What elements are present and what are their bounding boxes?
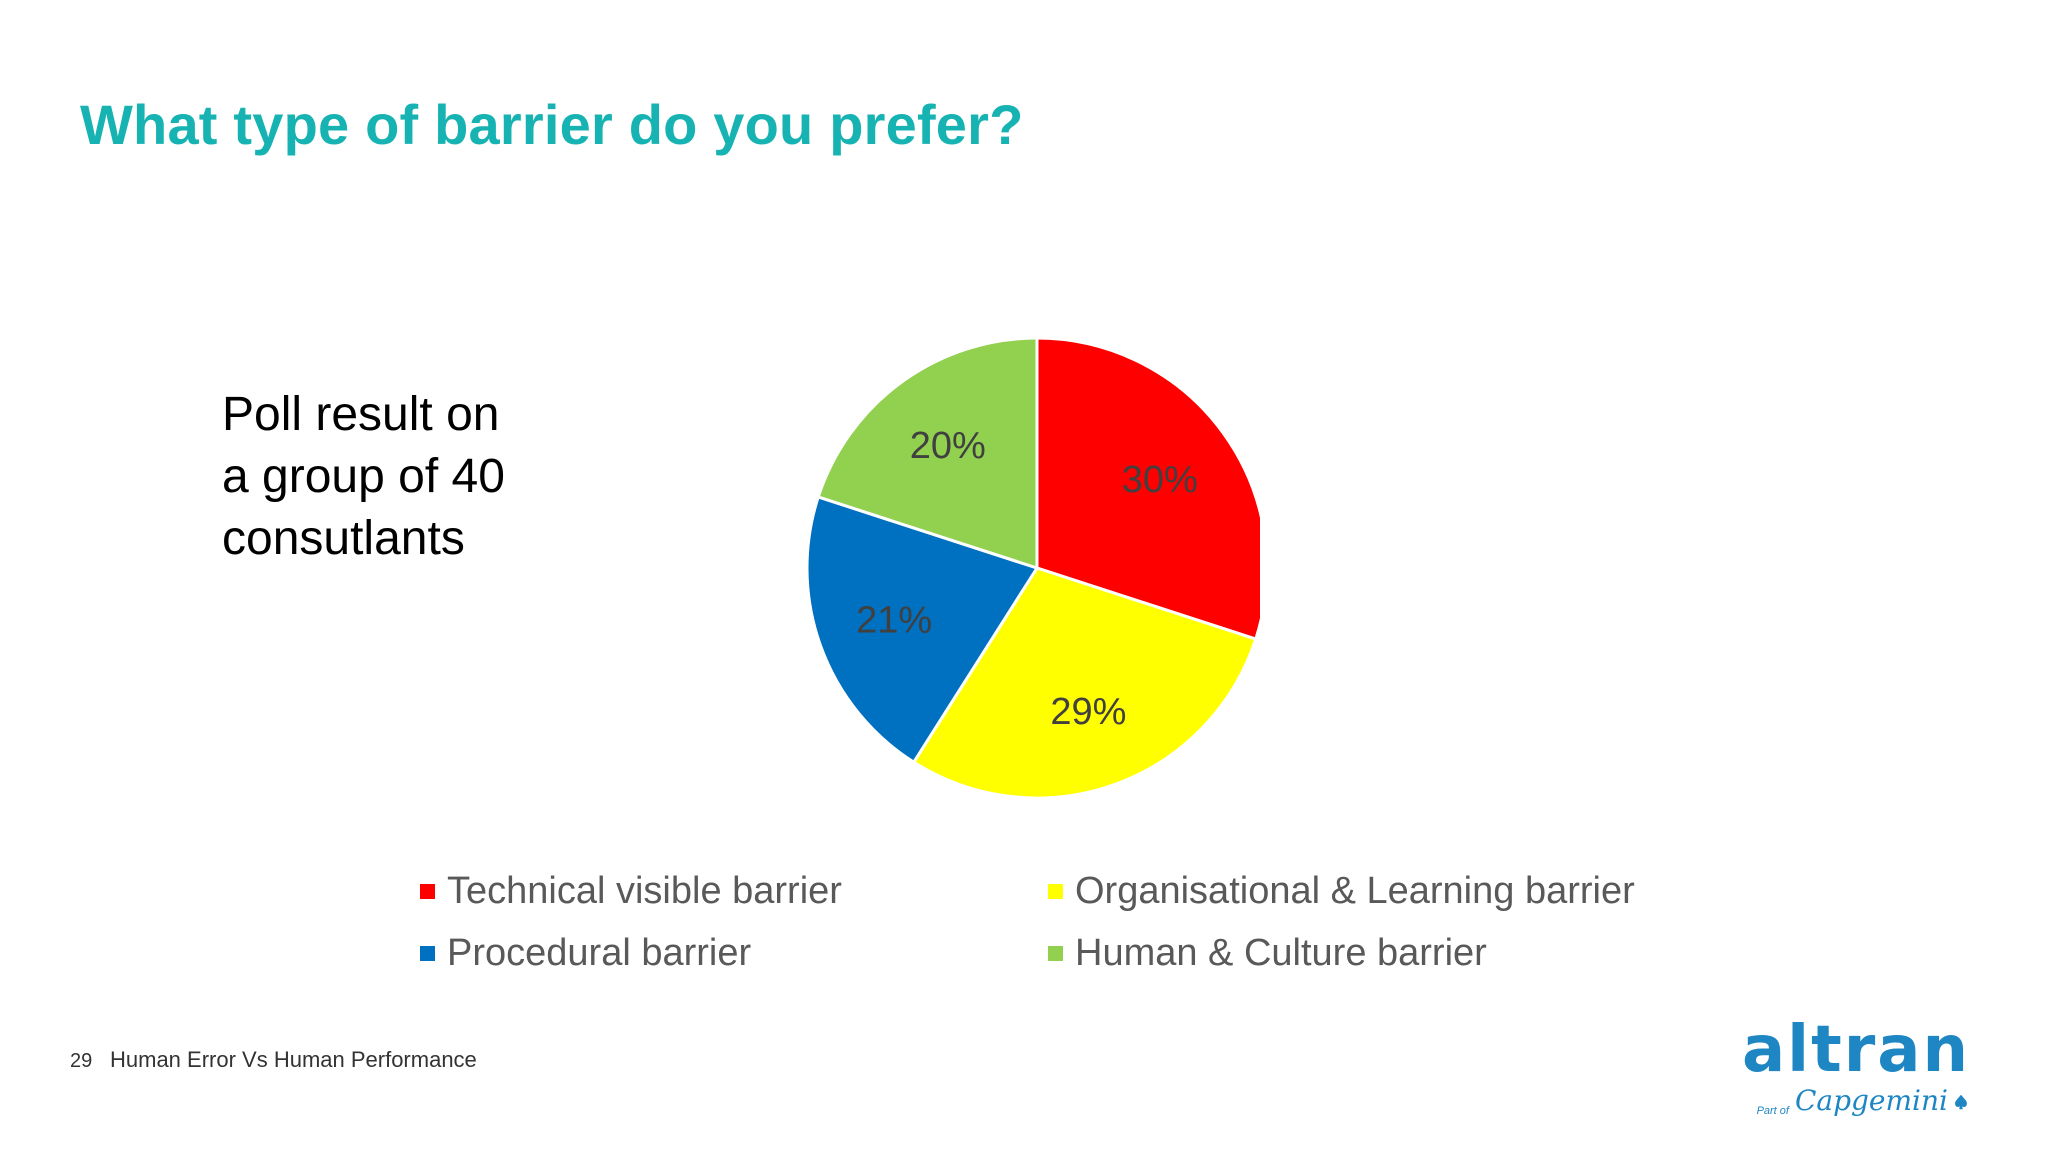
pie-slice [1035,336,1260,641]
legend-swatch [420,884,435,899]
pie-slice [805,495,1040,765]
legend-swatch [420,946,435,961]
legend-label: Technical visible barrier [447,870,842,912]
page-number: 29 [70,1050,93,1072]
legend-label: Human & Culture barrier [1075,932,1487,974]
legend-swatch [1048,884,1063,899]
pie-chart: 30% 29% 21% 20% [805,336,1260,800]
poll-line: Poll result on [222,388,500,441]
legend-item-technical: Technical visible barrier [420,870,842,913]
poll-line: consutlants [222,512,465,565]
pie-slice [911,566,1258,800]
legend-label: Organisational & Learning barrier [1075,870,1635,912]
spade-icon [1955,1094,1967,1110]
footer-text: Human Error Vs Human Performance [110,1047,477,1072]
slice-data-label: 21% [856,599,932,641]
logo-capgemini: Capgemini [1794,1084,1948,1117]
altran-logo: altran Part of Capgemini [1700,1018,1970,1118]
logo-subline: Part of Capgemini [1757,1084,1970,1117]
pie-slice [816,336,1039,571]
slice-data-label: 30% [1122,459,1198,501]
poll-description: Poll result on a group of 40 consutlants [222,384,505,570]
slide-title: What type of barrier do you prefer? [80,93,1024,156]
logo-part-of: Part of [1756,1105,1789,1117]
legend-item-procedural: Procedural barrier [420,932,751,975]
legend-swatch [1048,946,1063,961]
poll-line: a group of 40 [222,450,505,503]
logo-wordmark: altran [1741,1013,1970,1087]
legend-label: Procedural barrier [447,932,752,974]
legend-item-human-culture: Human & Culture barrier [1048,932,1487,975]
slice-data-label: 29% [1050,691,1126,733]
slice-data-label: 20% [910,425,986,467]
legend-item-organisational: Organisational & Learning barrier [1048,870,1635,913]
